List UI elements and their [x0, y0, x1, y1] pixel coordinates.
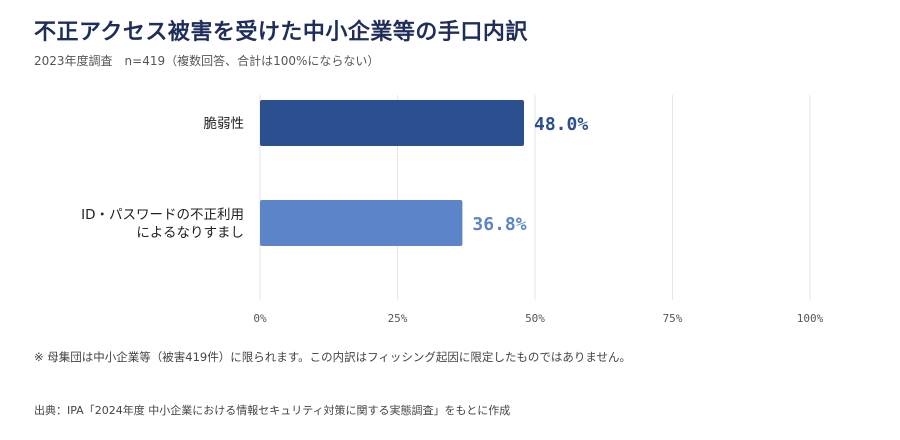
source-credit: 出典：IPA「2024年度 中小企業における情報セキュリティ対策に関する実態調査…	[34, 404, 511, 417]
category-label: 脆弱性	[204, 115, 245, 132]
x-tick-label: 100%	[797, 312, 824, 325]
x-tick-label: 0%	[253, 312, 267, 325]
category-label: ID・パスワードの不正利用	[81, 207, 244, 223]
bar-chart: 0% 25% 50% 75% 100% 48.0% 脆弱性 36.8% ID・パスワードの不正利…	[81, 95, 824, 325]
x-tick-label: 75%	[663, 312, 683, 325]
category-label: によるなりすまし	[136, 225, 244, 241]
chart-title: 不正アクセス被害を受けた中小企業等の手口内訳	[34, 20, 528, 45]
footnote: ※ 母集団は中小企業等（被害419件）に限られます。この内訳はフィッシング起因に…	[34, 350, 632, 364]
bar	[260, 100, 524, 146]
x-tick-label: 50%	[525, 312, 545, 325]
data-label: 48.0%	[534, 114, 588, 135]
data-label: 36.8%	[472, 214, 526, 235]
chart-subtitle: 2023年度調査 n=419（複数回答、合計は100%にならない）	[34, 54, 380, 68]
x-tick-label: 25%	[388, 312, 408, 325]
bar	[260, 200, 463, 246]
